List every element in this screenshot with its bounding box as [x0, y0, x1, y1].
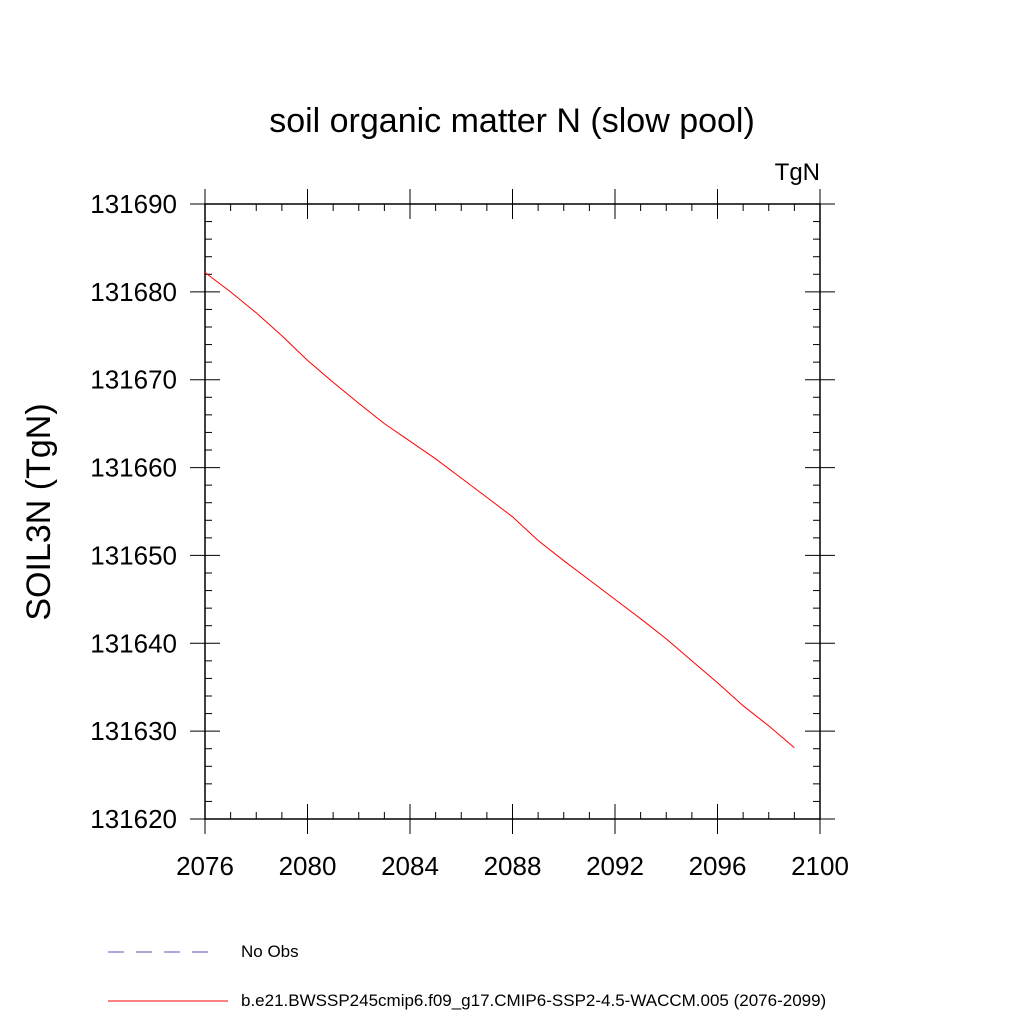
y-tick-label: 131690: [90, 189, 177, 219]
y-tick-label: 131620: [90, 804, 177, 834]
y-tick-label: 131640: [90, 628, 177, 658]
legend-label-no-obs: No Obs: [241, 942, 299, 961]
plot-frame: [204, 203, 821, 820]
chart-title: soil organic matter N (slow pool): [269, 102, 755, 140]
y-axis-label: SOIL3N (TgN): [20, 403, 58, 620]
y-tick-label: 131660: [90, 453, 177, 483]
series-line-0: [204, 272, 795, 749]
units-label: TgN: [775, 159, 820, 186]
x-tick-label: 2076: [176, 851, 234, 881]
y-tick-label: 131670: [90, 365, 177, 395]
x-tick-label: 2100: [791, 851, 849, 881]
legend-item-model-run: b.e21.BWSSP245cmip6.f09_g17.CMIP6-SSP2-4…: [108, 991, 826, 1011]
axis-ticks: 2076 2080 2084 2088 2092 2096 2100 131620 131630…: [90, 189, 849, 881]
x-tick-label: 2084: [381, 851, 439, 881]
x-tick-label: 2092: [586, 851, 644, 881]
y-tick-label: 131650: [90, 540, 177, 570]
series-layer: [204, 272, 795, 749]
legend-item-no-obs: No Obs: [108, 942, 299, 962]
legend-swatch-dashed: [108, 945, 228, 959]
y-tick-label: 131680: [90, 277, 177, 307]
x-tick-label: 2096: [689, 851, 747, 881]
legend-swatch-solid: [108, 994, 228, 1008]
y-tick-label: 131630: [90, 716, 177, 746]
x-tick-label: 2088: [484, 851, 542, 881]
x-tick-label: 2080: [279, 851, 337, 881]
legend-label-model-run: b.e21.BWSSP245cmip6.f09_g17.CMIP6-SSP2-4…: [241, 991, 827, 1010]
